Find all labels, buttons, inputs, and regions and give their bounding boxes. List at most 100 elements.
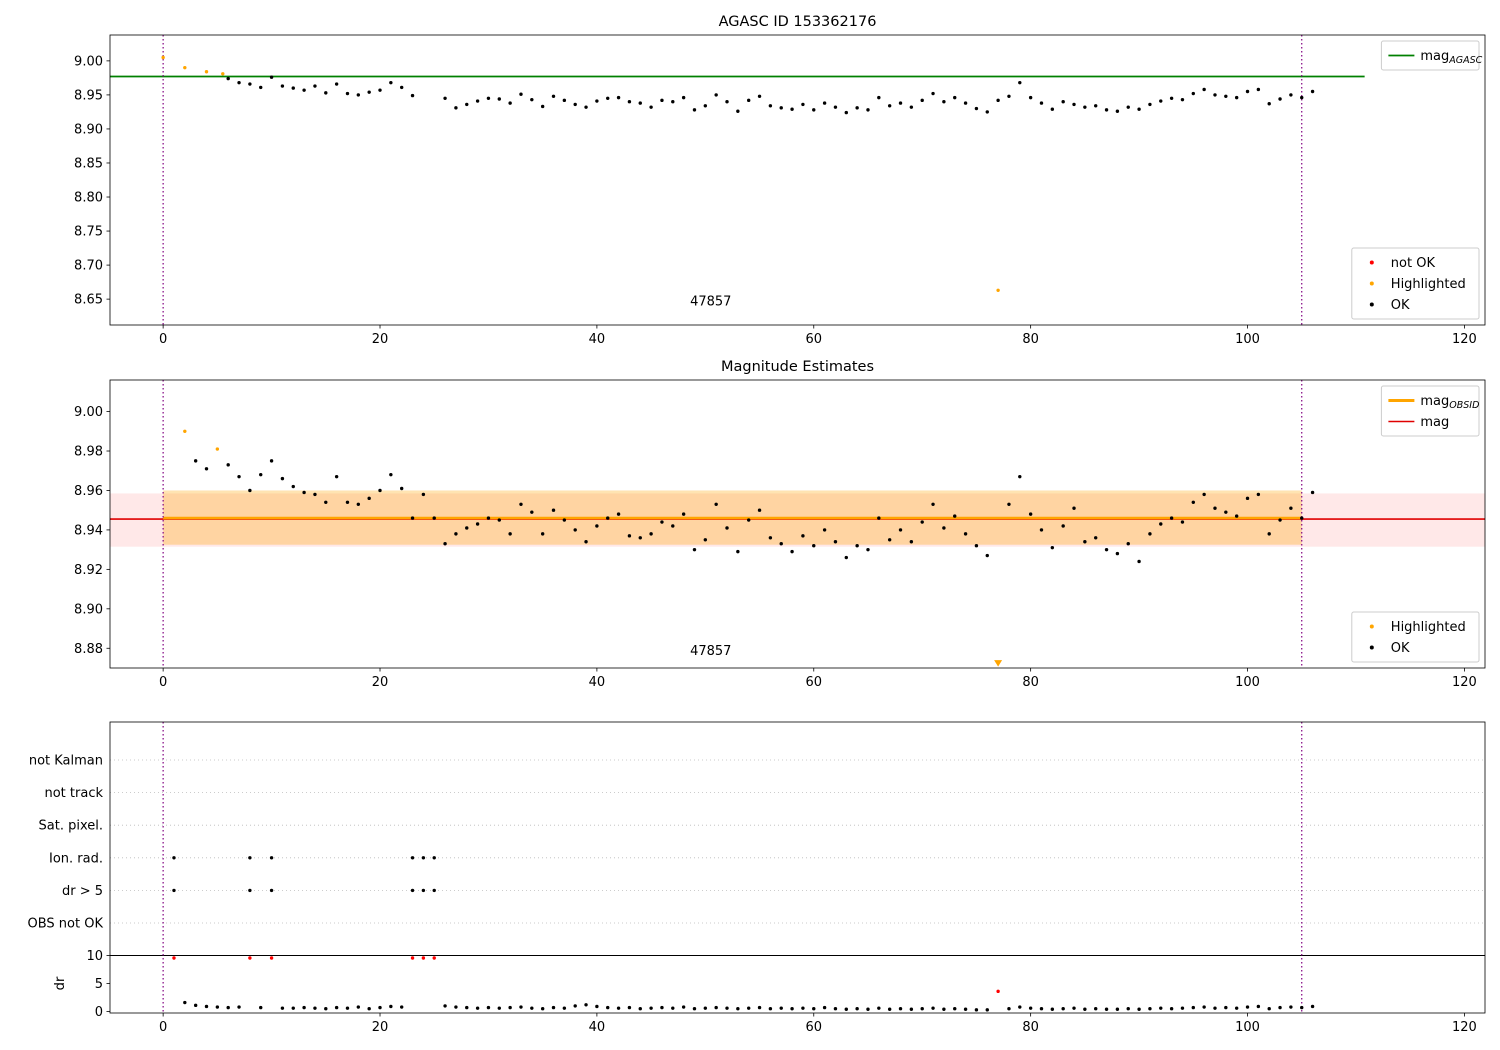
y-tick-label: 8.98 [74, 445, 103, 460]
flag-point [248, 888, 252, 893]
obsid-annotation: 47857 [690, 644, 731, 659]
ok-point [1115, 551, 1120, 556]
dr-point [736, 1007, 740, 1011]
legend-sample-dot [1369, 624, 1374, 629]
x-tick-label: 80 [1022, 332, 1039, 347]
ok-point [963, 101, 968, 105]
dr-point [812, 1007, 816, 1011]
flag-point [421, 856, 426, 860]
ok-point [887, 538, 892, 542]
dr-point [714, 1005, 718, 1010]
ok-point [660, 98, 664, 103]
dr-point [985, 1008, 989, 1012]
ok-point [757, 508, 762, 512]
ok-point [671, 100, 675, 104]
x-tick-label: 20 [372, 675, 389, 690]
dr-point [1278, 1005, 1282, 1010]
ok-point [1061, 524, 1065, 528]
flag-point [410, 888, 415, 893]
ok-point [1310, 89, 1315, 94]
axes-border [109, 379, 1486, 669]
ok-point [1159, 522, 1163, 526]
x-tick-label: 20 [372, 1020, 389, 1035]
dr-point [584, 1003, 588, 1007]
ok-point [1083, 540, 1087, 544]
dr-point [790, 1007, 794, 1011]
x-tick-label: 80 [1022, 1020, 1039, 1035]
ok-point [1018, 80, 1022, 85]
ok-point [465, 526, 469, 530]
subplot-agasc-id: 47857 0 20 40 60 80 100 120 8.65 8.70 8.75 8.80 8.85… [74, 14, 1486, 347]
legend-label: not OK [1391, 256, 1436, 271]
ok-point [1213, 506, 1217, 510]
category-label: not track [44, 786, 103, 801]
ok-point [1213, 93, 1217, 97]
obsid-annotation: 47857 [690, 294, 731, 309]
dr-point [801, 1006, 805, 1010]
dr-point [725, 1006, 729, 1010]
ok-point [1245, 89, 1250, 94]
category-label: Sat. pixel. [39, 819, 103, 834]
x-tick-label: 20 [372, 332, 389, 347]
ok-point [725, 526, 729, 530]
dr-point [313, 1006, 317, 1010]
ok-point [269, 75, 274, 79]
ok-point [313, 492, 317, 497]
ok-point [1278, 97, 1282, 101]
ok-point [887, 104, 892, 108]
ok-point [1072, 102, 1076, 107]
ok-point [324, 500, 328, 505]
ok-point [953, 514, 957, 518]
ok-point [389, 472, 393, 477]
ok-point [866, 108, 870, 112]
dr-point [356, 1005, 361, 1009]
dr-point [1050, 1007, 1055, 1011]
ok-point [334, 82, 339, 86]
ok-point [1148, 532, 1152, 536]
ok-point [931, 502, 935, 506]
ok-point [465, 102, 469, 107]
ok-point [660, 520, 664, 524]
ok-point [1202, 492, 1206, 497]
ok-point [1148, 102, 1152, 107]
ok-point [584, 105, 588, 109]
chart-title: AGASC ID 153362176 [719, 14, 877, 30]
ok-point [747, 98, 751, 103]
dr-point [389, 1004, 393, 1009]
ok-point [1169, 516, 1174, 520]
ok-point [1169, 96, 1174, 101]
flag-point [432, 856, 436, 860]
ok-point [757, 94, 762, 98]
legend-sample-dot [1369, 260, 1374, 265]
ok-point [974, 543, 979, 548]
ok-point [1126, 105, 1130, 109]
dr-tick-label: 0 [95, 1005, 103, 1020]
axes-border [109, 34, 1486, 326]
dr-point [1180, 1006, 1185, 1010]
flag-point [248, 856, 252, 860]
dr-point [1289, 1005, 1293, 1009]
ok-point [703, 538, 708, 542]
ok-point [768, 536, 773, 540]
ok-point [1234, 95, 1239, 100]
ok-point [1310, 490, 1315, 495]
x-tick-label: 40 [589, 675, 606, 690]
ok-point [942, 526, 946, 530]
ok-point [280, 84, 285, 88]
dr-point [963, 1007, 968, 1011]
legend-lines [1380, 40, 1480, 71]
ok-point [508, 101, 512, 105]
dr-point [475, 1006, 480, 1010]
chart-title: Magnitude Estimates [721, 359, 874, 375]
ok-point [801, 534, 805, 538]
dr-point [822, 1005, 827, 1010]
dr-point [627, 1005, 632, 1010]
ok-point [1007, 94, 1011, 98]
ok-point [1061, 100, 1065, 104]
y-tick-label: 8.88 [74, 642, 103, 657]
ok-point [584, 540, 588, 544]
dr-point [291, 1006, 295, 1010]
ok-point [974, 106, 979, 111]
dr-point [540, 1007, 545, 1011]
dr-point [660, 1005, 664, 1010]
